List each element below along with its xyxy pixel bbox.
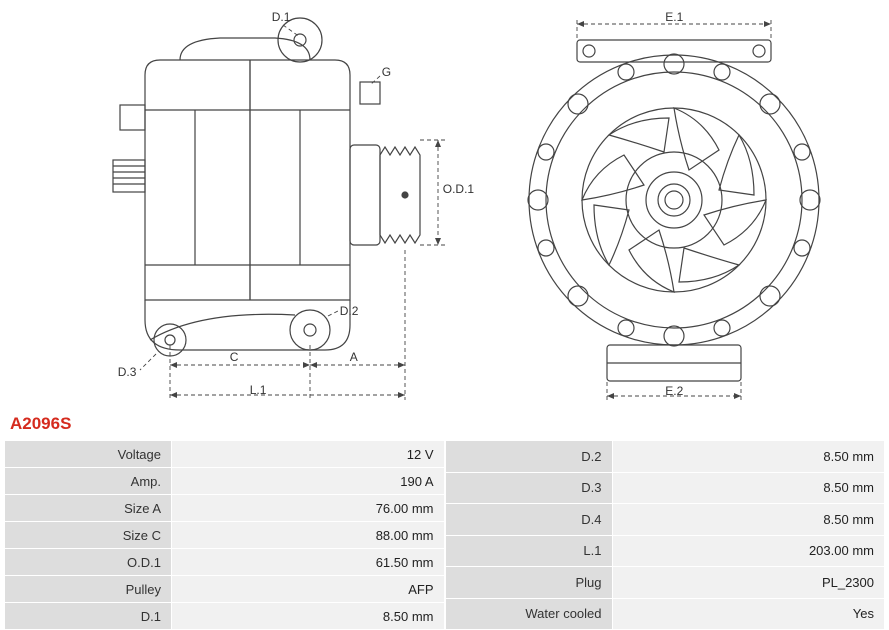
spec-col-left: Voltage12 VAmp.190 ASize A76.00 mmSize C… xyxy=(4,440,445,630)
spec-label: D.3 xyxy=(445,472,612,504)
spec-row: Size C88.00 mm xyxy=(5,522,445,549)
spec-row: Voltage12 V xyxy=(5,441,445,468)
label-d1: D.1 xyxy=(272,10,291,24)
spec-table: Voltage12 VAmp.190 ASize A76.00 mmSize C… xyxy=(0,440,889,630)
diagrams-area: D.1 D.2 D.3 C A L.1 G O.D.1 xyxy=(0,0,889,410)
spec-label: Water cooled xyxy=(445,598,612,630)
spec-value: 190 A xyxy=(172,468,445,495)
spec-value: 76.00 mm xyxy=(172,495,445,522)
spec-value: PL_2300 xyxy=(612,567,885,599)
spec-row: PlugPL_2300 xyxy=(445,567,885,599)
spec-value: 88.00 mm xyxy=(172,522,445,549)
spec-label: D.2 xyxy=(445,441,612,473)
spec-value: 8.50 mm xyxy=(612,504,885,536)
spec-label: D.1 xyxy=(5,603,172,630)
spec-row: D.28.50 mm xyxy=(445,441,885,473)
spec-value: 8.50 mm xyxy=(172,603,445,630)
label-c: C xyxy=(230,350,239,364)
label-od1: O.D.1 xyxy=(443,182,474,196)
label-e1: E.1 xyxy=(665,10,683,24)
spec-label: Voltage xyxy=(5,441,172,468)
spec-col-right: D.28.50 mmD.38.50 mmD.48.50 mmL.1203.00 … xyxy=(445,440,886,630)
spec-label: Size C xyxy=(5,522,172,549)
front-view-diagram: E.1 E.2 xyxy=(509,10,839,410)
spec-row: O.D.161.50 mm xyxy=(5,549,445,576)
spec-value: 61.50 mm xyxy=(172,549,445,576)
spec-label: Pulley xyxy=(5,576,172,603)
spec-row: Water cooledYes xyxy=(445,598,885,630)
spec-row: D.38.50 mm xyxy=(445,472,885,504)
spec-value: 12 V xyxy=(172,441,445,468)
label-d2: D.2 xyxy=(340,304,359,318)
label-g: G xyxy=(382,65,391,79)
spec-label: Amp. xyxy=(5,468,172,495)
spec-value: AFP xyxy=(172,576,445,603)
spec-label: D.4 xyxy=(445,504,612,536)
spec-row: Size A76.00 mm xyxy=(5,495,445,522)
label-a: A xyxy=(350,350,358,364)
spec-label: Plug xyxy=(445,567,612,599)
spec-row: PulleyAFP xyxy=(5,576,445,603)
spec-value: 8.50 mm xyxy=(612,441,885,473)
label-e2: E.2 xyxy=(665,384,683,398)
label-l1: L.1 xyxy=(250,383,267,397)
side-view-diagram: D.1 D.2 D.3 C A L.1 G O.D.1 xyxy=(50,10,450,410)
spec-label: L.1 xyxy=(445,535,612,567)
spec-label: Size A xyxy=(5,495,172,522)
part-code: A2096S xyxy=(0,410,889,440)
spec-value: Yes xyxy=(612,598,885,630)
spec-row: Amp.190 A xyxy=(5,468,445,495)
label-d3: D.3 xyxy=(118,365,137,379)
spec-value: 203.00 mm xyxy=(612,535,885,567)
spec-row: D.48.50 mm xyxy=(445,504,885,536)
spec-label: O.D.1 xyxy=(5,549,172,576)
spec-row: D.18.50 mm xyxy=(5,603,445,630)
spec-row: L.1203.00 mm xyxy=(445,535,885,567)
spec-value: 8.50 mm xyxy=(612,472,885,504)
